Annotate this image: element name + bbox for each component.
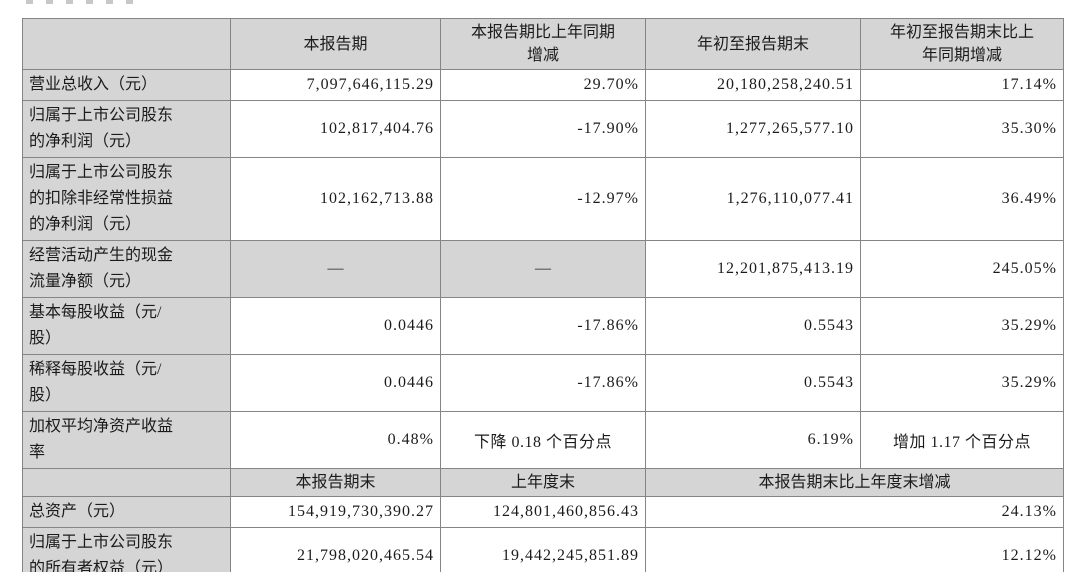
cell-value: 102,162,713.88	[230, 157, 441, 241]
cell-value: 21,798,020,465.54	[230, 527, 441, 572]
cell-value: 35.29%	[860, 354, 1064, 412]
table-row: 稀释每股收益（元/ 股） 0.0446 -17.86% 0.5543 35.29…	[22, 354, 1064, 412]
header-cell-yoy-change: 本报告期比上年同期 增减	[440, 18, 646, 70]
cell-value: -17.86%	[440, 297, 646, 355]
cell-value: 0.48%	[230, 411, 441, 469]
cell-value: 1,277,265,577.10	[645, 100, 861, 158]
row-label: 稀释每股收益（元/ 股）	[22, 354, 231, 412]
financial-summary-table: 本报告期 本报告期比上年同期 增减 年初至报告期末 年初至报告期末比上 年同期增…	[22, 18, 1064, 572]
row-label: 加权平均净资产收益 率	[22, 411, 231, 469]
cell-value: 7,097,646,115.29	[230, 69, 441, 101]
header-cell-blank	[22, 468, 231, 497]
cell-value: 12,201,875,413.19	[645, 240, 861, 298]
cell-value: -17.90%	[440, 100, 646, 158]
header-cell-ytd-yoy-change: 年初至报告期末比上 年同期增减	[860, 18, 1064, 70]
table-row: 归属于上市公司股东 的所有者权益（元） 21,798,020,465.54 19…	[22, 527, 1064, 572]
row-label: 营业总收入（元）	[22, 69, 231, 101]
table-row: 归属于上市公司股东 的扣除非经常性损益 的净利润（元） 102,162,713.…	[22, 157, 1064, 241]
cell-value: 增加 1.17 个百分点	[860, 411, 1064, 469]
cell-value: 下降 0.18 个百分点	[440, 411, 646, 469]
cell-value: 36.49%	[860, 157, 1064, 241]
cell-value: 19,442,245,851.89	[440, 527, 646, 572]
cell-value: 20,180,258,240.51	[645, 69, 861, 101]
cell-value-na: —	[440, 240, 646, 298]
cell-value: 35.29%	[860, 297, 1064, 355]
header-cell-prior-year-end: 上年度末	[440, 468, 646, 497]
row-label: 总资产（元）	[22, 496, 231, 528]
table-row: 总资产（元） 154,919,730,390.27 124,801,460,85…	[22, 496, 1064, 528]
table-header-row: 本报告期 本报告期比上年同期 增减 年初至报告期末 年初至报告期末比上 年同期增…	[22, 18, 1064, 70]
cell-value: 154,919,730,390.27	[230, 496, 441, 528]
cell-value: 124,801,460,856.43	[440, 496, 646, 528]
cell-value-na: —	[230, 240, 441, 298]
cell-value: 0.5543	[645, 297, 861, 355]
table-row: 加权平均净资产收益 率 0.48% 下降 0.18 个百分点 6.19% 增加 …	[22, 411, 1064, 469]
row-label: 基本每股收益（元/ 股）	[22, 297, 231, 355]
cell-value: -12.97%	[440, 157, 646, 241]
cell-value: 102,817,404.76	[230, 100, 441, 158]
header-cell-period-end: 本报告期末	[230, 468, 441, 497]
row-label: 归属于上市公司股东 的扣除非经常性损益 的净利润（元）	[22, 157, 231, 241]
table-row: 经营活动产生的现金 流量净额（元） — — 12,201,875,413.19 …	[22, 240, 1064, 298]
cell-value: 0.5543	[645, 354, 861, 412]
table-row: 基本每股收益（元/ 股） 0.0446 -17.86% 0.5543 35.29…	[22, 297, 1064, 355]
row-label: 归属于上市公司股东 的净利润（元）	[22, 100, 231, 158]
cell-value: 35.30%	[860, 100, 1064, 158]
header-cell-current-period: 本报告期	[230, 18, 441, 70]
table-row: 归属于上市公司股东 的净利润（元） 102,817,404.76 -17.90%…	[22, 100, 1064, 158]
row-label: 经营活动产生的现金 流量净额（元）	[22, 240, 231, 298]
table-row: 营业总收入（元） 7,097,646,115.29 29.70% 20,180,…	[22, 69, 1064, 101]
cell-value: 0.0446	[230, 297, 441, 355]
header-cell-ytd: 年初至报告期末	[645, 18, 861, 70]
cell-value: 0.0446	[230, 354, 441, 412]
header-cell-blank	[22, 18, 231, 70]
cell-value: 24.13%	[645, 496, 1064, 528]
clipped-text-remnant	[26, 0, 138, 4]
cell-value: 6.19%	[645, 411, 861, 469]
cell-value: 12.12%	[645, 527, 1064, 572]
row-label: 归属于上市公司股东 的所有者权益（元）	[22, 527, 231, 572]
cell-value: -17.86%	[440, 354, 646, 412]
cell-value: 29.70%	[440, 69, 646, 101]
cell-value: 17.14%	[860, 69, 1064, 101]
cell-value: 1,276,110,077.41	[645, 157, 861, 241]
table-header-row-2: 本报告期末 上年度末 本报告期末比上年度末增减	[22, 468, 1064, 497]
header-cell-change-vs-prior-year-end: 本报告期末比上年度末增减	[645, 468, 1064, 497]
cell-value: 245.05%	[860, 240, 1064, 298]
